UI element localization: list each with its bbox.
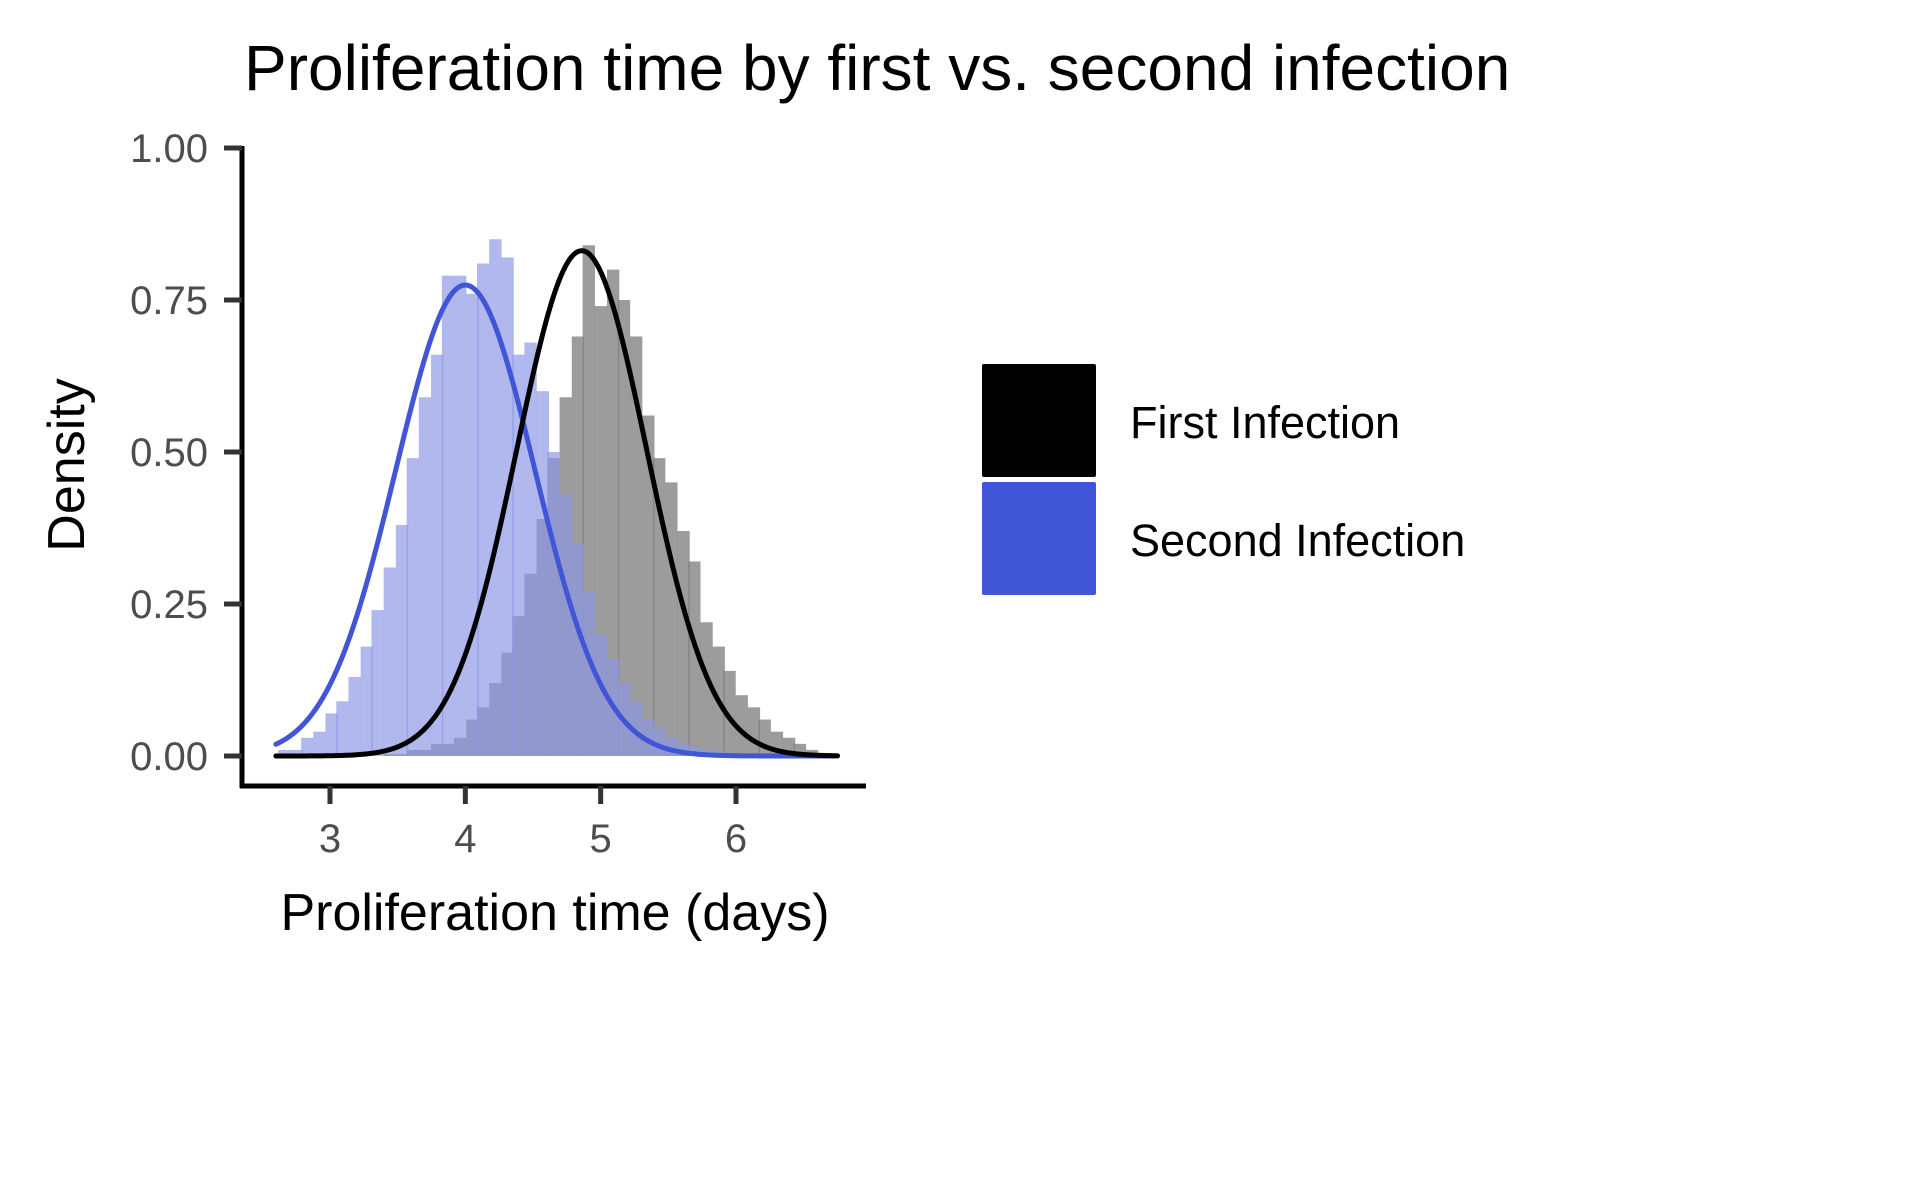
first-infection-density-curve	[273, 248, 840, 759]
second-infection-bar-2	[301, 737, 314, 756]
second-infection-bar-13	[431, 354, 444, 756]
second-infection-bar-11	[406, 458, 420, 756]
second-infection-bar-9	[383, 567, 397, 756]
second-infection-bar-22	[536, 391, 549, 756]
second-infection-density-curve	[273, 282, 840, 759]
first-infection-bar-31	[747, 707, 761, 756]
x-tick-label-1: 4	[454, 817, 476, 861]
second-infection-bar-15	[454, 275, 467, 756]
x-axis-ticks: 3 4 5 6	[319, 786, 747, 861]
y-tick-label-2: 0.50	[130, 431, 208, 475]
first-infection-bar-22	[642, 415, 655, 756]
legend: First Infection Second Infection	[982, 364, 1465, 595]
first-infection-bar-24	[665, 482, 678, 756]
second-infection-bar-26	[582, 591, 595, 756]
second-infection-bar-10	[395, 524, 409, 756]
legend-swatch-second-infection	[982, 482, 1096, 595]
first-infection-bar-21	[629, 336, 643, 756]
legend-swatch-first-infection	[982, 364, 1096, 477]
second-infection-bar-31	[642, 719, 655, 756]
second-infection-bar-6	[348, 676, 361, 756]
second-infection-bar-25	[571, 543, 585, 756]
second-infection-bar-8	[371, 610, 384, 756]
density-histogram-chart: Proliferation time by first vs. second i…	[38, 32, 1510, 942]
legend-label-second-infection: Second Infection	[1130, 515, 1465, 566]
second-infection-bar-3	[313, 731, 326, 756]
y-axis-title: Density	[38, 378, 96, 551]
second-infection-bar-17	[477, 263, 490, 756]
first-infection-bar-26	[688, 561, 701, 756]
second-infection-bar-1	[290, 749, 303, 756]
second-infection-bar-5	[336, 701, 349, 756]
first-infection-bar-27	[700, 622, 713, 756]
second-infection-bar-4	[325, 713, 338, 756]
first-infection-bar-25	[677, 531, 690, 756]
second-infection-bar-12	[418, 397, 432, 756]
y-tick-label-0: 0.00	[130, 735, 208, 779]
first-infection-bar-30	[735, 695, 748, 756]
first-infection-bar-19	[606, 269, 620, 756]
x-axis-title: Proliferation time (days)	[280, 884, 829, 942]
x-tick-label-2: 5	[590, 817, 612, 861]
x-tick-label-3: 6	[725, 817, 747, 861]
y-tick-label-3: 0.75	[130, 279, 208, 323]
x-tick-label-0: 3	[319, 817, 341, 861]
first-infection-bar-20	[617, 300, 631, 756]
second-infection-bar-18	[489, 239, 502, 756]
second-infection-bar-30	[629, 701, 643, 756]
chart-title: Proliferation time by first vs. second i…	[244, 32, 1510, 104]
y-tick-label-4: 1.00	[130, 127, 208, 171]
legend-label-first-infection: First Infection	[1130, 397, 1400, 448]
second-infection-bar-24	[559, 494, 572, 756]
second-infection-bar-0	[278, 749, 291, 756]
y-tick-label-1: 0.25	[130, 583, 208, 627]
plot-area	[273, 239, 840, 759]
second-infection-bar-16	[466, 293, 479, 756]
second-infection-bar-7	[360, 646, 374, 756]
y-axis-ticks: 0.00 0.25 0.50 0.75 1.00	[130, 127, 242, 779]
second-infection-bar-27	[594, 634, 608, 756]
first-infection-bar-29	[723, 670, 736, 756]
second-infection-bars	[278, 239, 748, 756]
second-infection-bar-23	[547, 452, 560, 756]
second-infection-bar-14	[441, 275, 455, 756]
